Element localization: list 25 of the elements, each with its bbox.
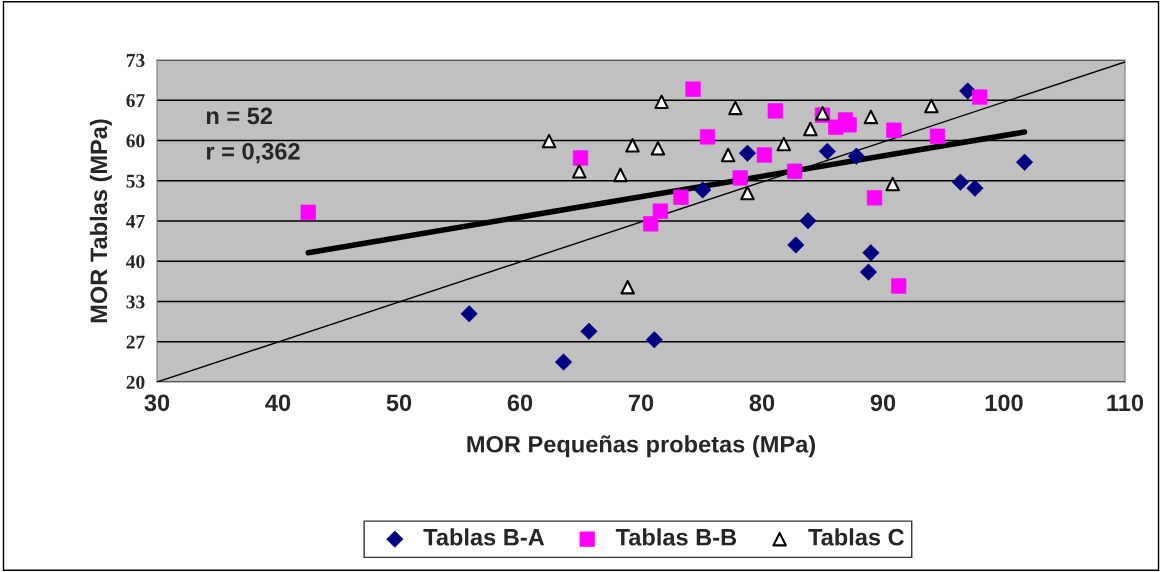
legend-label: Tablas B-A	[423, 528, 545, 546]
x-tick-label: 70	[628, 394, 654, 412]
y-tick-label: 67	[126, 94, 145, 108]
x-tick-label: 60	[507, 394, 533, 412]
legend-label: Tablas C	[808, 528, 905, 546]
y-tick-label: 27	[126, 335, 145, 349]
legend-label: Tablas B-B	[615, 528, 737, 546]
x-tick-label: 50	[386, 394, 412, 412]
annotation: r = 0,362	[206, 143, 300, 164]
y-tick-label: 33	[126, 295, 145, 309]
y-tick-label: 73	[126, 53, 145, 67]
x-tick-label: 100	[985, 394, 1023, 412]
annotation: n = 52	[206, 107, 273, 125]
x-tick-label: 40	[265, 394, 291, 412]
y-tick-label: 53	[126, 174, 145, 188]
y-tick-label: 47	[126, 214, 145, 228]
x-tick-label: 110	[1107, 394, 1144, 412]
y-tick-label: 60	[126, 134, 145, 148]
y-tick-label: 40	[126, 255, 145, 269]
x-axis-title: MOR Pequeñas probetas (MPa)	[467, 435, 815, 458]
x-tick-label: 30	[144, 394, 170, 412]
y-axis-title: MOR Tablas (MPa)	[89, 119, 112, 323]
x-tick-label: 80	[749, 394, 775, 412]
y-tick-label: 20	[126, 375, 145, 389]
x-tick-label: 90	[870, 394, 896, 412]
